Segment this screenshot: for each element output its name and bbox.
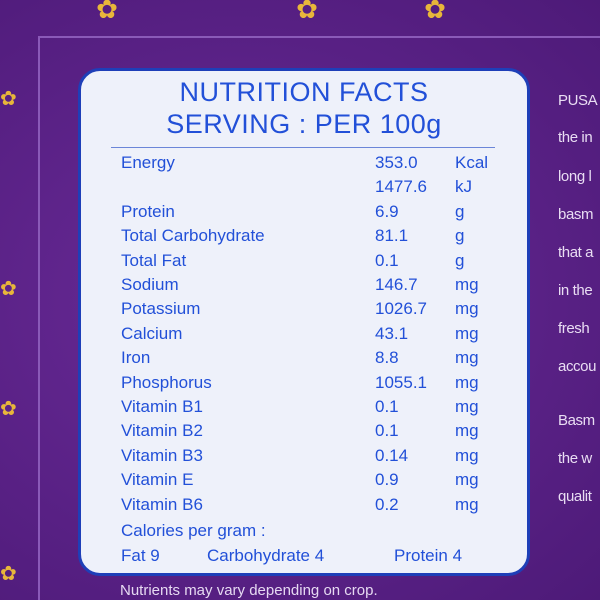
divider	[111, 147, 495, 148]
nutrient-row: Potassium 1026.7 mg	[121, 299, 521, 321]
nutrient-row: Sodium 146.7 mg	[121, 275, 521, 297]
nutrient-value: 0.1	[375, 421, 399, 441]
side-description-line: in the	[558, 282, 593, 299]
nutrient-row: 1477.6 kJ	[121, 177, 521, 199]
nutrient-row: Energy 353.0 Kcal	[121, 153, 521, 175]
nutrient-name: Total Carbohydrate	[121, 226, 265, 246]
nutrient-row: Vitamin B1 0.1 mg	[121, 397, 521, 419]
side-description-line: fresh	[558, 320, 590, 337]
nutrient-value: 81.1	[375, 226, 409, 246]
flower-ornament-icon: ✿	[0, 398, 17, 420]
nutrient-row: Calcium 43.1 mg	[121, 324, 521, 346]
flower-ornament-icon: ✿	[0, 278, 17, 300]
nutrient-unit: g	[455, 201, 465, 221]
nutrient-name: Protein	[121, 201, 175, 221]
side-description-line: the w	[558, 450, 592, 467]
nutrient-name: Vitamin B3	[121, 445, 203, 465]
nutrient-value: 0.1	[375, 250, 399, 270]
nutrient-name: Vitamin B1	[121, 397, 203, 416]
nutrient-name: Phosphorus	[121, 372, 212, 392]
nutrient-unit: mg	[455, 348, 479, 368]
fat-calories: Fat 9	[121, 546, 160, 565]
side-description-line: qualit	[558, 488, 592, 505]
nutrient-value: 43.1	[375, 323, 409, 343]
nutrient-name: Vitamin B2	[121, 421, 203, 441]
flower-ornament-icon: ✿	[0, 88, 17, 110]
nutrient-value: 1026.7	[375, 299, 427, 319]
serving-size: SERVING : PER 100g	[166, 109, 442, 139]
package-border-line	[38, 36, 600, 600]
nutrient-value: 146.7	[375, 275, 418, 294]
nutrient-unit: g	[455, 250, 465, 270]
side-description-line: Basm	[558, 412, 595, 429]
nutrient-unit: mg	[455, 372, 479, 392]
protein-calories: Protein 4	[394, 546, 463, 565]
flower-ornament-icon: ✿	[0, 563, 17, 585]
calories-per-gram-label: Calories per gram :	[121, 521, 266, 540]
nutrient-value: 0.1	[375, 397, 399, 416]
nutrient-row: Vitamin B3 0.14 mg	[121, 446, 521, 468]
side-description-line: the in	[558, 129, 593, 146]
nutrient-unit: mg	[455, 470, 479, 490]
nutrient-name: Total Fat	[121, 250, 187, 270]
nutrient-name: Vitamin E	[121, 470, 194, 490]
carb-calories: Carbohydrate 4	[207, 546, 325, 565]
nutrient-unit: mg	[455, 397, 479, 416]
nutrient-unit: g	[455, 226, 465, 246]
nutrient-row: Total Fat 0.1 g	[121, 251, 521, 273]
nutrient-row: Vitamin B6 0.2 mg	[121, 495, 521, 517]
nutrient-row: Iron 8.8 mg	[121, 348, 521, 370]
nutrient-row: Total Carbohydrate 81.1 g	[121, 226, 521, 248]
nutrient-name: Iron	[121, 348, 151, 368]
nutrient-value: 1055.1	[375, 372, 427, 392]
side-description-line: basm	[558, 206, 594, 223]
nutrient-name: Potassium	[121, 299, 201, 319]
nutrient-unit: kJ	[455, 177, 472, 197]
nutrient-name: Sodium	[121, 275, 179, 294]
footer-note: Nutrients may vary depending on crop.	[120, 582, 378, 599]
nutrient-name: Energy	[121, 153, 175, 172]
nutrient-value: 1477.6	[375, 177, 427, 197]
nutrient-name: Calcium	[121, 323, 183, 343]
nutrient-unit: Kcal	[455, 153, 489, 172]
nutrient-value: 6.9	[375, 201, 399, 221]
nutrient-row: Vitamin B2 0.1 mg	[121, 421, 521, 443]
nutrient-value: 353.0	[375, 153, 418, 172]
nutrient-unit: mg	[455, 494, 479, 514]
nutrient-row: Vitamin E 0.9 mg	[121, 470, 521, 492]
nutrient-unit: mg	[455, 299, 479, 319]
side-description-line: PUSA	[558, 92, 598, 109]
nutrient-value: 0.2	[375, 494, 399, 514]
nutrient-value: 0.9	[375, 470, 399, 490]
flower-ornament-icon: ✿	[96, 0, 118, 24]
nutrition-facts-panel: NUTRITION FACTS SERVING : PER 100g Energ…	[78, 68, 530, 576]
flower-ornament-icon: ✿	[424, 0, 446, 24]
nutrient-name: Vitamin B6	[121, 494, 203, 514]
side-description-line: long l	[558, 168, 592, 185]
nutrition-title: NUTRITION FACTS	[179, 77, 429, 107]
nutrient-row: Protein 6.9 g	[121, 202, 521, 224]
flower-ornament-icon: ✿	[296, 0, 318, 24]
nutrient-value: 8.8	[375, 348, 399, 368]
nutrient-unit: mg	[455, 421, 479, 441]
nutrient-value: 0.14	[375, 445, 409, 465]
side-description-line: that a	[558, 244, 594, 261]
nutrient-unit: mg	[455, 445, 479, 465]
nutrient-unit: mg	[455, 275, 479, 294]
nutrient-row: Phosphorus 1055.1 mg	[121, 373, 521, 395]
nutrient-unit: mg	[455, 323, 479, 343]
side-description-line: accou	[558, 358, 597, 375]
